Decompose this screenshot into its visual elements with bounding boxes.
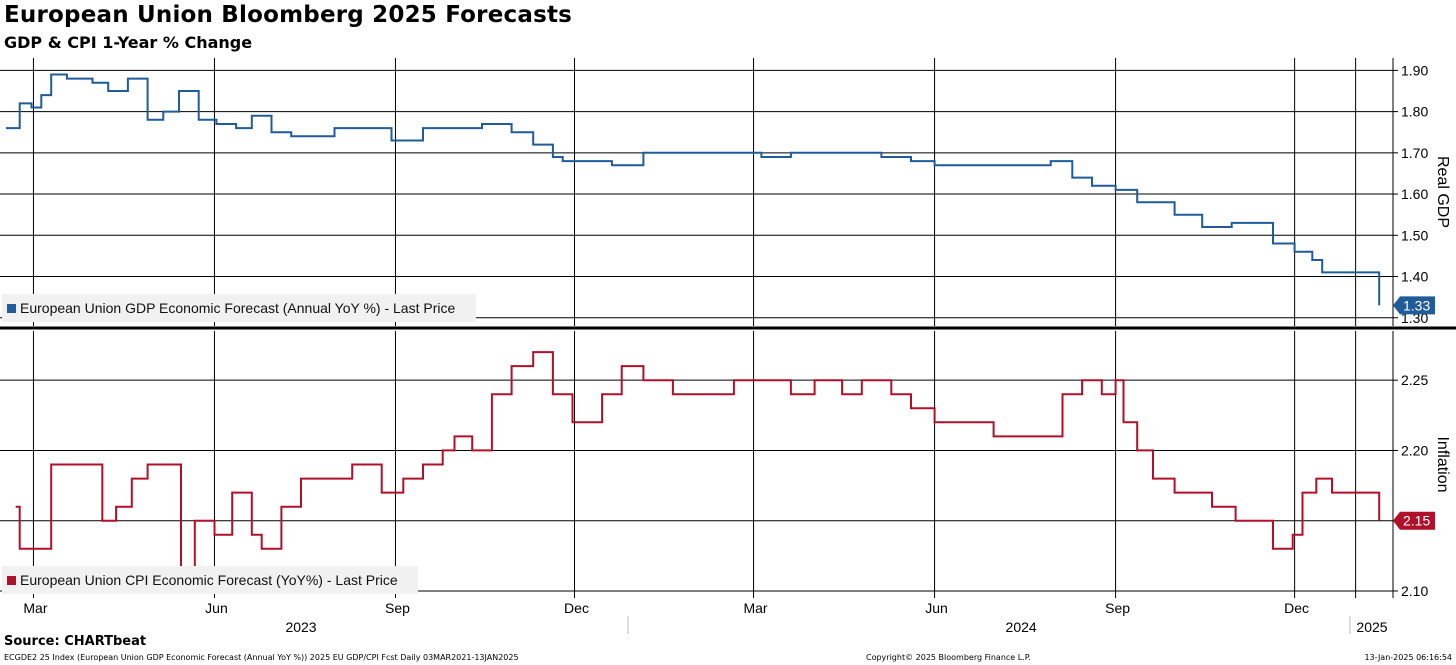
x-tick-label: Dec (1284, 600, 1309, 616)
y-axis-title: Inflation (1434, 436, 1451, 492)
y-tick-label: 1.40 (1401, 269, 1428, 285)
x-axis: Mar Jun Sep Dec Mar Jun Sep Dec 2023 2024 2025 (23, 600, 1387, 635)
x-tick-label: Sep (1105, 600, 1130, 616)
last-value-tag (1393, 296, 1435, 315)
legend-swatch (7, 304, 16, 313)
x-tick-label: Jun (205, 600, 228, 616)
series-line (5, 73, 1381, 306)
x-year-label: 2023 (285, 619, 316, 635)
x-year-label: 2024 (1006, 619, 1037, 635)
chart-title: European Union Bloomberg 2025 Forecasts (4, 2, 573, 28)
y-tick-label: 1.50 (1401, 227, 1428, 243)
legend-label: European Union GDP Economic Forecast (An… (20, 300, 455, 316)
y-axis-title: Real GDP (1434, 156, 1451, 228)
series-line (15, 351, 1381, 578)
y-tick-label: 1.90 (1401, 62, 1428, 78)
legend-box (2, 294, 476, 322)
last-value-tag (1393, 511, 1435, 530)
x-tick-label: Mar (23, 600, 47, 616)
y-tick-label: 1.70 (1401, 145, 1428, 161)
y-tick-label: 2.25 (1401, 372, 1428, 388)
x-tick-label: Sep (385, 600, 410, 616)
footer-index-note: ECGDE2 25 Index (European Union GDP Econ… (4, 653, 519, 662)
x-year-label: 2025 (1356, 619, 1387, 635)
chart-subtitle: GDP & CPI 1-Year % Change (4, 33, 253, 52)
legend-box (2, 566, 418, 594)
last-value-label: 1.33 (1403, 297, 1430, 313)
x-tick-label: Dec (564, 600, 589, 616)
y-tick-label: 2.10 (1401, 583, 1428, 599)
source-note: Source: CHARTbeat (4, 634, 147, 649)
y-tick-label: 1.60 (1401, 186, 1428, 202)
x-tick-label: Mar (743, 600, 767, 616)
y-tick-label: 1.80 (1401, 104, 1428, 120)
x-tick-label: Jun (925, 600, 948, 616)
footer-timestamp: 13-Jan-2025 06:16:54 (1364, 653, 1452, 662)
last-value-label: 2.15 (1403, 513, 1430, 529)
y-tick-label: 2.20 (1401, 442, 1428, 458)
footer-copyright: Copyright© 2025 Bloomberg Finance L.P. (866, 653, 1031, 662)
legend-swatch (7, 576, 16, 585)
legend-label: European Union CPI Economic Forecast (Yo… (20, 572, 398, 588)
